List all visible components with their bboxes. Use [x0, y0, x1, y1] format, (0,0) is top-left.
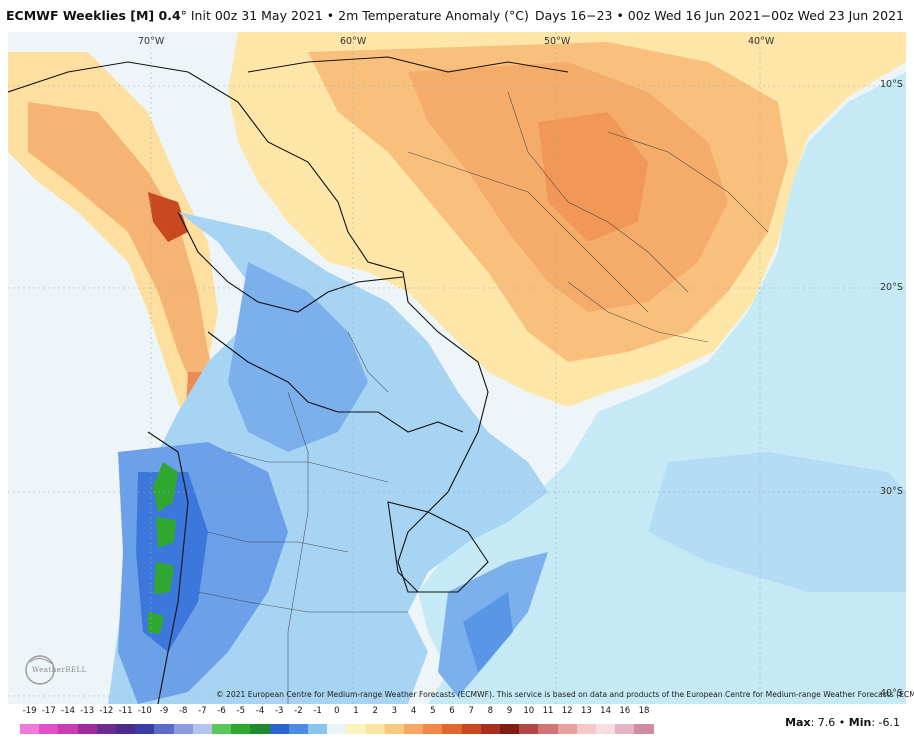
- colorbar-swatch: [384, 724, 404, 734]
- colorbar-swatch: [250, 724, 270, 734]
- min-value: -6.1: [878, 716, 900, 729]
- colorbar-tick-label: 5: [430, 706, 436, 716]
- lon-label-40w: 40°W: [748, 36, 775, 47]
- colorbar-swatch: [634, 724, 654, 734]
- colorbar-swatch: [154, 724, 174, 734]
- colorbar-swatch: [192, 724, 212, 734]
- colorbar-swatch: [327, 724, 347, 734]
- colorbar-swatch: [173, 724, 193, 734]
- map-canvas: [8, 32, 906, 704]
- colorbar-swatch: [404, 724, 424, 734]
- chart-title: ECMWF Weeklies [M] 0.4° Init 00z 31 May …: [6, 8, 529, 23]
- lat-label-10s: 10°S: [880, 79, 903, 90]
- colorbar-tick-label: -5: [236, 706, 246, 716]
- init-time: ° Init 00z 31 May 2021: [180, 8, 323, 23]
- lat-label-40s: 40°S: [880, 688, 903, 699]
- lon-label-50w: 50°W: [544, 36, 571, 47]
- colorbar-swatch: [442, 724, 462, 734]
- colorbar-swatch: [576, 724, 596, 734]
- product-name: • 2m Temperature Anomaly (°C): [326, 8, 529, 23]
- colorbar-swatch: [500, 724, 520, 734]
- colorbar-tick-label: -8: [178, 706, 188, 716]
- colorbar-swatch: [96, 724, 116, 734]
- valid-period: Days 16−23 • 00z Wed 16 Jun 2021−00z Wed…: [535, 8, 904, 23]
- colorbar-tick-label: -4: [255, 706, 265, 716]
- colorbar-tick-label: -13: [80, 706, 95, 716]
- logo-icon: [25, 655, 55, 685]
- colorbar-swatch: [461, 724, 481, 734]
- colorbar-swatch: [596, 724, 616, 734]
- colorbar-tick-label: 10: [523, 706, 535, 716]
- colorbar-swatch: [538, 724, 558, 734]
- logo-text: WeatherBELL: [32, 666, 87, 674]
- colorbar-tick-label: 1: [353, 706, 359, 716]
- colorbar-tick-label: -19: [22, 706, 37, 716]
- max-label: Max: [785, 716, 811, 729]
- colorbar-tick-label: 0: [334, 706, 340, 716]
- colorbar-swatch: [77, 724, 97, 734]
- colorbar-tick-label: -7: [198, 706, 207, 716]
- header-bar: ECMWF Weeklies [M] 0.4° Init 00z 31 May …: [0, 0, 914, 32]
- max-min-stats: Max: 7.6 • Min: -6.1: [785, 716, 900, 729]
- lat-label-20s: 20°S: [880, 282, 903, 293]
- colorbar-tick-label: 9: [506, 706, 513, 716]
- colorbar-tick-label: -14: [61, 706, 75, 716]
- colorbar-tick-label: -11: [118, 706, 133, 716]
- temperature-anomaly-map: 70°W 60°W 50°W 40°W 10°S 20°S 30°S 40°S: [8, 32, 906, 704]
- colorbar-tick-label: 8: [487, 706, 494, 716]
- colorbar-tick-label: 3: [391, 706, 398, 716]
- colorbar-tick-label: -9: [159, 706, 169, 716]
- colorbar-tick-label: -6: [217, 706, 226, 716]
- model-name: ECMWF Weeklies [M] 0.4: [6, 8, 181, 23]
- lon-label-70w: 70°W: [138, 36, 165, 47]
- colorbar-tick-label: 14: [600, 706, 611, 716]
- colorbar-swatch: [346, 724, 366, 734]
- colorbar-swatch: [116, 724, 136, 734]
- colorbar-swatch: [269, 724, 289, 734]
- colorbar-swatch: [39, 724, 59, 734]
- colorbar-tick-label: -2: [294, 706, 303, 716]
- colorbar-tick-label: 2: [372, 706, 378, 716]
- colorbar-swatch: [58, 724, 78, 734]
- colorbar-swatch: [288, 724, 308, 734]
- weatherbell-logo: WeatherBELL: [18, 648, 102, 692]
- colorbar-swatch: [20, 724, 40, 734]
- colorbar-swatch: [365, 724, 385, 734]
- colorbar-tick-label: 13: [580, 706, 592, 716]
- lat-label-30s: 30°S: [880, 486, 903, 497]
- colorbar-swatch: [231, 724, 251, 734]
- colorbar-tick-label: 11: [542, 706, 554, 716]
- colorbar-tick-label: -12: [99, 706, 114, 716]
- colorbar-swatch: [135, 724, 155, 734]
- colorbar-swatch: [519, 724, 539, 734]
- colorbar-tick-label: 4: [410, 706, 417, 716]
- colorbar-tick-label: -3: [274, 706, 284, 716]
- colorbar-tick-label: -17: [41, 706, 56, 716]
- colorbar-tick-label: -1: [313, 706, 322, 716]
- colorbar-tick-label: 7: [468, 706, 474, 716]
- colorbar-tick-label: 18: [638, 706, 650, 716]
- colorbar-swatch: [423, 724, 443, 734]
- colorbar-tick-label: 16: [619, 706, 631, 716]
- colorbar-tick-label: 6: [449, 706, 455, 716]
- colorbar-swatch: [308, 724, 328, 734]
- colorbar-tick-label: -10: [137, 706, 152, 716]
- lon-label-60w: 60°W: [340, 36, 367, 47]
- colorbar-swatch: [615, 724, 635, 734]
- colorbar-swatch: [480, 724, 500, 734]
- copyright-notice: © 2021 European Centre for Medium-range …: [216, 690, 914, 699]
- colorbar-tick-label: 12: [561, 706, 573, 716]
- colorbar-swatch: [557, 724, 577, 734]
- min-label: Min: [848, 716, 872, 729]
- max-value: 7.6: [817, 716, 836, 729]
- colorbar-swatch: [212, 724, 232, 734]
